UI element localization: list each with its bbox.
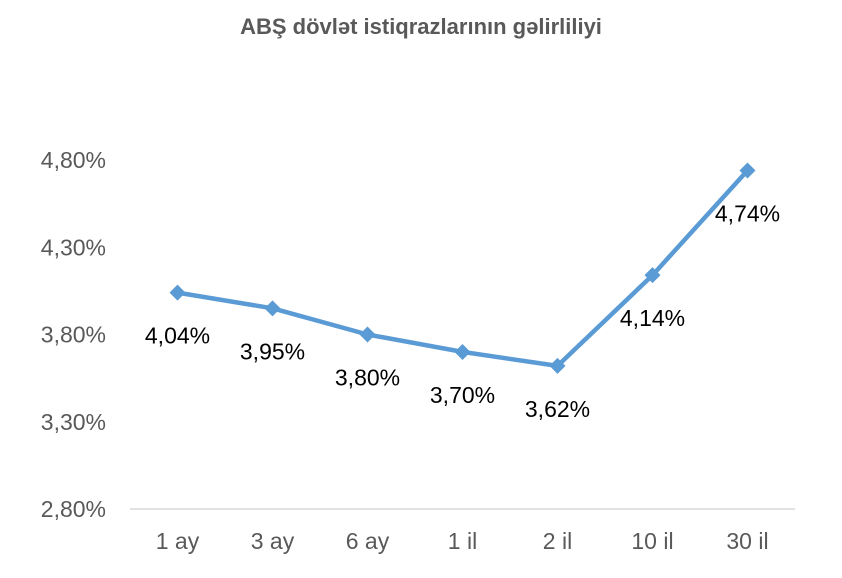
data-point-marker xyxy=(359,326,376,343)
data-label: 4,14% xyxy=(620,305,685,331)
x-tick-label: 1 il xyxy=(448,528,477,554)
data-point-marker xyxy=(549,357,566,374)
y-tick-label: 2,80% xyxy=(41,496,106,522)
y-tick-label: 3,30% xyxy=(41,409,106,435)
y-tick-label: 4,80% xyxy=(41,147,106,173)
y-tick-label: 3,80% xyxy=(41,322,106,348)
marker-layer xyxy=(169,162,756,374)
data-label: 3,62% xyxy=(525,396,590,422)
chart-title: ABŞ dövlət istiqrazlarının gəlirliliyi xyxy=(240,14,602,39)
y-axis: 2,80% 3,30% 3,80% 4,30% 4,80% xyxy=(41,147,106,522)
x-tick-label: 30 il xyxy=(726,528,768,554)
x-tick-label: 3 ay xyxy=(251,528,295,554)
data-label: 4,74% xyxy=(715,200,780,226)
series-line xyxy=(175,168,750,369)
x-tick-label: 2 il xyxy=(543,528,572,554)
data-point-marker xyxy=(644,267,661,284)
x-axis: 1 ay 3 ay 6 ay 1 il 2 il 10 il 30 il xyxy=(130,508,795,554)
y-tick-label: 4,30% xyxy=(41,234,106,260)
x-tick-label: 6 ay xyxy=(346,528,390,554)
data-label-layer: 4,04% 3,95% 3,80% 3,70% 3,62% 4,14% 4,74% xyxy=(145,200,780,421)
x-tick-label: 1 ay xyxy=(156,528,200,554)
data-label: 4,04% xyxy=(145,323,210,349)
data-label: 3,70% xyxy=(430,382,495,408)
data-point-marker xyxy=(264,300,281,317)
data-point-marker xyxy=(169,284,186,301)
data-label: 3,95% xyxy=(240,338,305,364)
x-tick-label: 10 il xyxy=(631,528,673,554)
data-point-marker xyxy=(739,162,756,179)
series-layer xyxy=(175,168,750,369)
data-label: 3,80% xyxy=(335,365,400,391)
data-point-marker xyxy=(454,343,471,360)
